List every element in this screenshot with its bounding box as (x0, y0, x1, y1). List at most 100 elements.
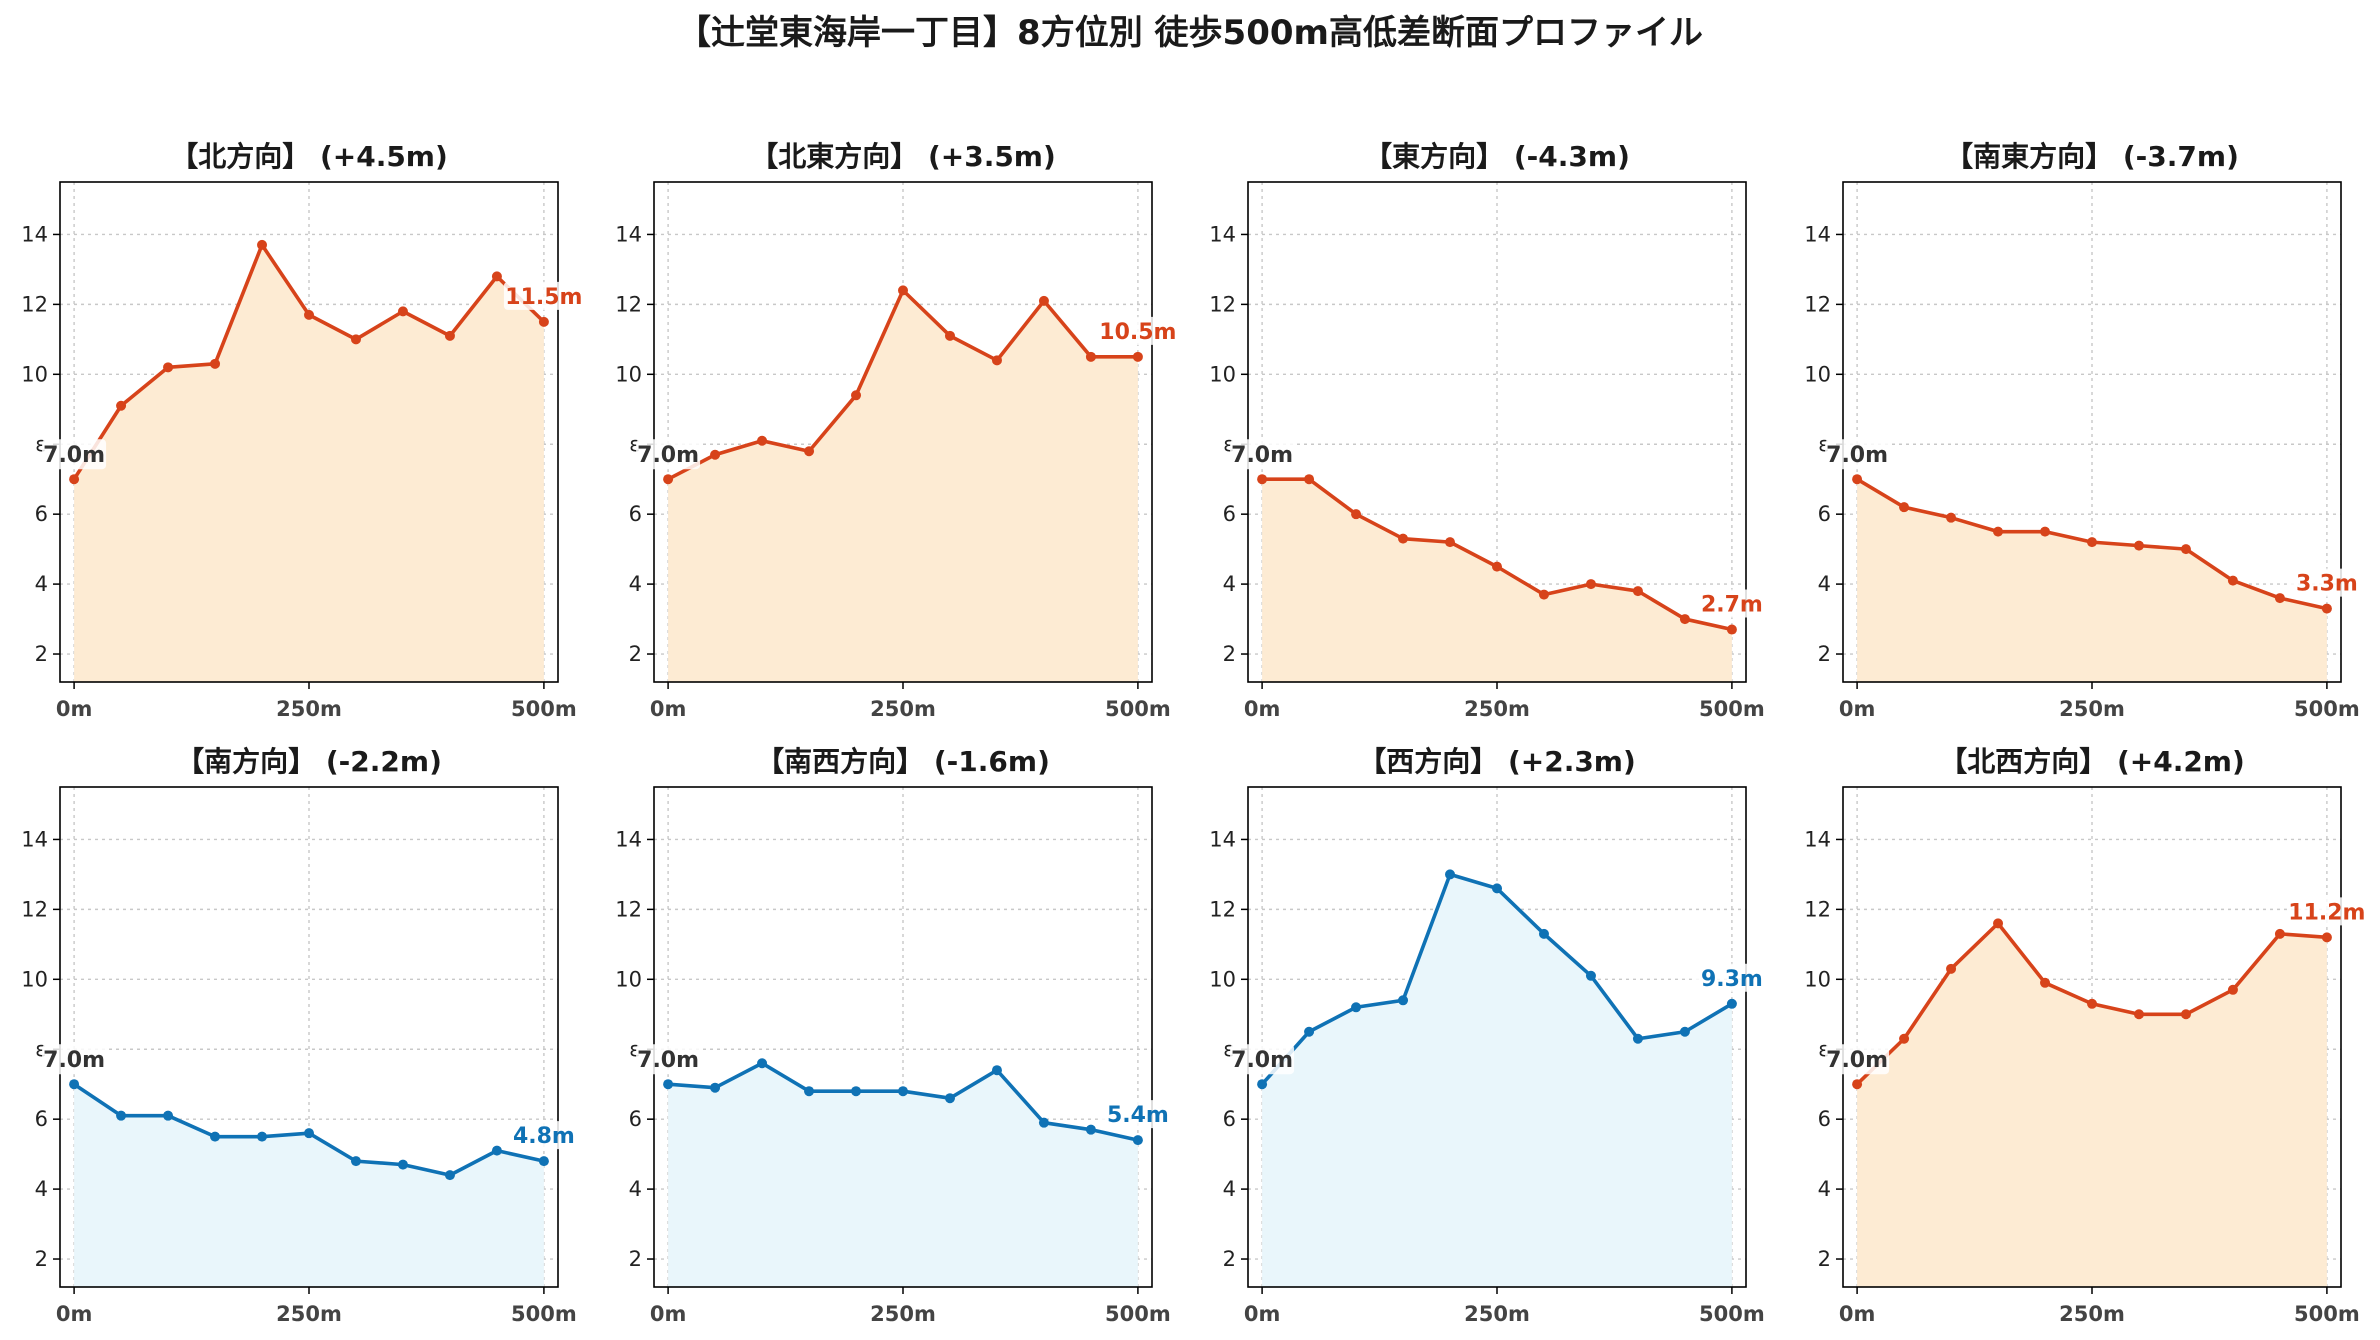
y-axis-label: ε (1223, 1037, 1234, 1061)
y-tick-label: 2 (1223, 642, 1236, 666)
data-point (397, 306, 408, 317)
y-tick-label: 14 (1209, 827, 1236, 851)
y-tick-label: 10 (615, 362, 642, 386)
end-elevation-label: 5.4m (1107, 1103, 1169, 1128)
data-point (1492, 883, 1502, 894)
data-point (1726, 998, 1737, 1009)
data-point (69, 1079, 80, 1090)
data-point (116, 400, 127, 411)
data-point (757, 1058, 768, 1069)
data-point (1085, 351, 1096, 362)
data-point (1445, 537, 1456, 548)
data-point (1632, 586, 1643, 597)
end-label-box (503, 281, 584, 310)
data-point (1538, 928, 1549, 939)
data-point (2040, 526, 2051, 537)
y-tick-label: 4 (1818, 1177, 1831, 1201)
y-tick-label: 2 (629, 1247, 642, 1271)
data-point (1852, 474, 1863, 485)
y-tick-label: 6 (629, 502, 642, 526)
chart-title: 【東方向】 (-4.3m) (1364, 140, 1630, 173)
area-fill (668, 290, 1138, 682)
chart-panel-7: 【西方向】 (+2.3m) 2 4 6 10 12 14 ε 0m 250m 500m 7.0m 9.3… (1209, 745, 1772, 1326)
data-point (2321, 603, 2332, 614)
data-point (257, 1131, 268, 1142)
data-point (1257, 1079, 1268, 1090)
y-axis-label: ε (1818, 432, 1829, 456)
x-tick-label: 0m (650, 697, 687, 721)
data-point (1632, 1033, 1643, 1044)
data-point (1038, 1117, 1049, 1128)
y-tick-label: 4 (629, 1177, 642, 1201)
y-axis-label: ε (1223, 432, 1234, 456)
y-tick-label: 6 (629, 1107, 642, 1131)
end-label-box (1097, 1100, 1178, 1129)
y-axis-label: ε (35, 1037, 46, 1061)
end-elevation-label: 4.8m (513, 1124, 575, 1149)
y-tick-label: 10 (615, 967, 642, 991)
y-axis-label: ε (629, 432, 640, 456)
data-point (757, 435, 768, 446)
data-point (444, 1170, 455, 1181)
data-point (1993, 918, 2004, 929)
start-label-box (1825, 1044, 1890, 1075)
data-point (663, 1079, 674, 1090)
data-point (163, 1110, 174, 1121)
x-tick-label: 250m (2059, 697, 2125, 721)
y-tick-label: 6 (35, 502, 48, 526)
chart-panel-5: 【南方向】 (-2.2m) 2 4 6 10 12 14 ε 0m 250m 500m 7.0m 4.8… (21, 745, 584, 1326)
y-tick-label: 14 (21, 827, 48, 851)
y-tick-label: 4 (1818, 572, 1831, 596)
start-label-box (42, 1044, 107, 1075)
data-point (2227, 984, 2238, 995)
data-point (898, 285, 908, 296)
x-tick-label: 0m (56, 1302, 93, 1326)
start-label-box (1230, 1044, 1295, 1075)
y-tick-label: 12 (615, 292, 642, 316)
data-point (1585, 970, 1596, 981)
data-point (538, 1156, 549, 1167)
data-point (1038, 295, 1049, 306)
data-point (1304, 1026, 1315, 1037)
start-label-box (42, 439, 107, 470)
data-point (1398, 533, 1409, 544)
chart-panel-2: 【北東方向】 (+3.5m) 2 4 6 10 12 14 ε 0m 250m 500m 7.0m 10… (615, 140, 1178, 721)
data-point (2133, 1009, 2144, 1020)
chart-panel-4: 【南東方向】 (-3.7m) 2 4 6 10 12 14 ε 0m 250m 500m 7.0m 3.… (1804, 140, 2367, 721)
data-point (710, 1082, 721, 1093)
data-point (1679, 614, 1690, 625)
y-tick-label: 14 (615, 827, 642, 851)
start-elevation-label: 7.0m (637, 1048, 699, 1073)
chart-title: 【南西方向】 (-1.6m) (756, 745, 1050, 778)
data-point (2180, 1009, 2191, 1020)
y-tick-label: 12 (1804, 897, 1831, 921)
y-tick-label: 12 (1804, 292, 1831, 316)
chart-panel-6: 【南西方向】 (-1.6m) 2 4 6 10 12 14 ε 0m 250m 500m 7.0m 5.… (615, 745, 1178, 1326)
y-tick-label: 10 (1804, 362, 1831, 386)
data-point (210, 1131, 221, 1142)
data-point (2227, 575, 2238, 586)
data-point (663, 474, 674, 485)
y-tick-label: 14 (1804, 222, 1831, 246)
data-point (1946, 512, 1957, 523)
data-point (397, 1159, 408, 1170)
y-tick-label: 14 (1804, 827, 1831, 851)
x-tick-label: 0m (1839, 697, 1876, 721)
y-tick-label: 12 (21, 292, 48, 316)
x-tick-label: 250m (276, 697, 342, 721)
data-point (851, 390, 862, 401)
start-elevation-label: 7.0m (43, 1048, 105, 1073)
data-point (2133, 540, 2144, 551)
x-tick-label: 250m (1464, 1302, 1530, 1326)
area-fill (1857, 479, 2327, 682)
y-tick-label: 14 (21, 222, 48, 246)
data-point (350, 1156, 361, 1167)
data-point (1304, 474, 1315, 485)
area-fill (1262, 874, 1732, 1287)
data-point (350, 334, 361, 345)
data-point (898, 1086, 908, 1097)
area-fill (74, 244, 544, 682)
start-elevation-label: 7.0m (1826, 443, 1888, 468)
y-axis-label: ε (35, 432, 46, 456)
area-fill (74, 1084, 544, 1287)
